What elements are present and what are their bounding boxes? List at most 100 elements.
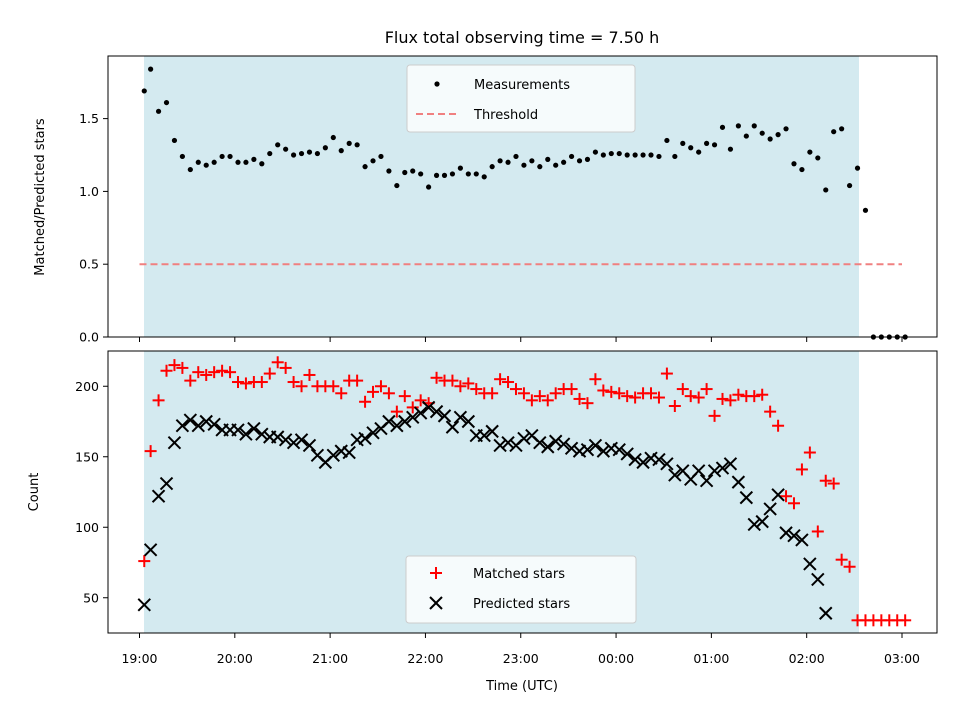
measurement-point <box>743 133 749 139</box>
bottom-x-ticks: 19:00 20:00 21:00 22:00 23:00 00:00 01:00 02:00… <box>121 633 920 666</box>
measurement-point <box>815 155 821 161</box>
matched-legend-marker <box>430 567 442 579</box>
matched-star-point <box>780 490 793 503</box>
matched-star-point <box>517 387 530 400</box>
predicted-star-point <box>231 423 245 437</box>
matched-star-point <box>502 376 515 389</box>
bottom-panel: 50 100 150 200 19:00 20:00 21:00 22:00 23:00 00:… <box>27 350 938 694</box>
matched-star-point <box>287 376 300 389</box>
predicted-star-point <box>183 413 198 427</box>
measurement-point <box>227 153 233 160</box>
predicted-star-point <box>636 455 650 470</box>
matched-star-point <box>271 356 284 369</box>
bottom-legend: Matched stars Predicted stars <box>405 555 637 624</box>
legend-threshold: Threshold <box>473 108 538 123</box>
predicted-star-point <box>191 419 205 433</box>
x-tick-label: 19:00 <box>121 651 157 666</box>
matched-star-point <box>708 409 721 422</box>
predicted-star-point <box>175 419 190 433</box>
measurement-point <box>306 149 313 155</box>
measurement-point <box>751 123 757 129</box>
measurement-point <box>775 132 781 138</box>
predicted-star-point <box>596 444 611 458</box>
predicted-star-point <box>739 490 754 505</box>
top-axes-frame <box>107 55 938 338</box>
matched-star-point <box>144 445 157 458</box>
measurement-point <box>171 137 178 144</box>
predicted-star-point <box>247 421 261 436</box>
matched-star-point <box>827 477 840 490</box>
predicted-star-point <box>787 529 801 543</box>
measurement-point <box>362 164 368 170</box>
matched-star-point <box>486 387 499 400</box>
matched-star-point <box>327 380 340 393</box>
predicted-star-point <box>270 430 285 444</box>
matched-star-point <box>231 376 244 389</box>
matched-star-point <box>819 474 832 487</box>
predicted-star-point <box>382 414 396 429</box>
predicted-star-point <box>326 448 341 463</box>
predicted-star-point <box>167 435 182 450</box>
measurement-point <box>259 161 265 167</box>
matched-star-point <box>414 394 427 407</box>
predicted-star-point <box>143 543 158 557</box>
matched-star-point <box>597 384 610 397</box>
bottom-y-ticks: 50 100 150 200 <box>75 379 108 605</box>
measurement-point <box>163 99 170 106</box>
matched-star-point <box>152 394 165 407</box>
measurement-point <box>426 184 432 190</box>
measurement-point <box>735 123 741 129</box>
predicted-star-point <box>803 557 817 571</box>
measurement-point <box>862 207 869 213</box>
bottom-data-marks <box>137 356 912 627</box>
predicted-star-point <box>628 452 642 467</box>
matched-star-point <box>446 374 459 387</box>
predicted-star-point <box>437 409 452 423</box>
measurement-point <box>330 134 336 141</box>
predicted-star-point <box>533 435 547 450</box>
measurement-point <box>616 150 622 157</box>
predicted-star-point <box>755 514 769 529</box>
predicted-star-point <box>771 488 785 502</box>
predicted-star-point <box>747 517 761 532</box>
matched-star-point <box>200 368 213 381</box>
measurement-point <box>449 171 456 177</box>
measurement-point <box>783 126 789 132</box>
measurement-point <box>632 152 638 158</box>
top-y-tick-label: 1.5 <box>79 111 99 126</box>
measurement-point <box>402 169 408 176</box>
measurement-point <box>727 146 734 152</box>
measurement-point <box>513 153 519 160</box>
matched-star-point <box>732 388 745 401</box>
predicted-star-point <box>652 452 666 467</box>
measurement-point <box>283 146 289 152</box>
matched-star-point <box>795 463 808 476</box>
measurement-point <box>338 148 344 154</box>
legend-matched: Matched stars <box>473 567 565 582</box>
matched-star-point <box>700 383 713 396</box>
x-tick-label: 22:00 <box>407 651 443 666</box>
measurement-point <box>648 152 654 158</box>
matched-star-point <box>224 366 237 379</box>
matched-star-point <box>216 364 229 377</box>
matched-star-point <box>138 555 151 568</box>
matched-star-point <box>533 390 546 403</box>
top-y-tick-label: 1.0 <box>79 184 99 199</box>
measurement-point <box>211 159 217 165</box>
matched-star-point <box>359 395 372 408</box>
matched-star-point <box>541 394 554 407</box>
predicted-star-point <box>541 440 555 454</box>
matched-star-point <box>160 364 173 377</box>
measurement-point <box>386 168 392 174</box>
predicted-star-point <box>564 441 579 455</box>
predicted-star-point <box>548 434 563 448</box>
measurement-point <box>457 165 463 171</box>
matched-star-point <box>335 387 348 400</box>
measurement-point <box>592 149 599 155</box>
matched-star-point <box>255 376 268 389</box>
measurement-point <box>823 187 829 193</box>
predicted-star-point <box>429 404 444 419</box>
matched-star-point <box>509 383 522 396</box>
predicted-star-point <box>199 414 213 429</box>
top-data-marks <box>139 66 908 340</box>
